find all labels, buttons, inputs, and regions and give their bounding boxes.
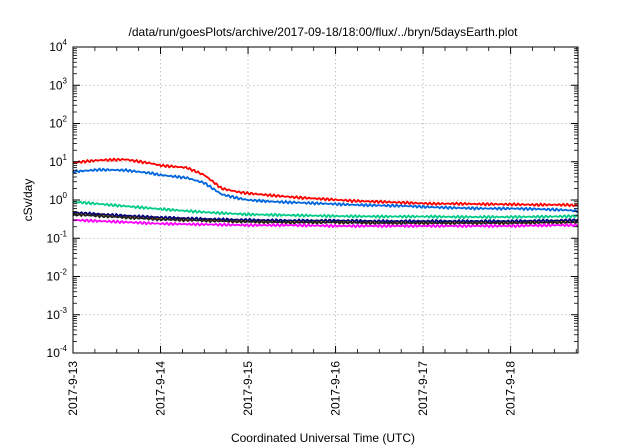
y-tick-base: 10 (49, 117, 63, 131)
y-tick-exponent: 1 (63, 153, 68, 162)
y-tick-label: 104 (49, 38, 67, 54)
y-tick-base: 10 (47, 346, 61, 360)
y-tick-label: 100 (49, 191, 67, 207)
y-tick-base: 10 (47, 308, 61, 322)
y-tick-exponent: 2 (63, 115, 68, 124)
y-tick-exponent: -4 (60, 344, 68, 353)
x-tick-label: 2017-9-13 (66, 361, 80, 416)
y-tick-label: 10-1 (47, 229, 68, 245)
y-tick-exponent: 4 (63, 38, 68, 47)
y-tick-exponent: -1 (60, 229, 68, 238)
y-tick-label: 10-4 (47, 344, 68, 360)
series-line-7 (72, 218, 579, 229)
y-tick-exponent: 0 (63, 191, 68, 200)
grid (73, 47, 578, 353)
x-tick-label: 2017-9-14 (154, 361, 168, 416)
y-tick-base: 10 (47, 231, 61, 245)
y-tick-label: 102 (49, 115, 67, 131)
y-tick-label: 101 (49, 153, 67, 169)
y-tick-base: 10 (47, 270, 61, 284)
y-tick-exponent: -3 (60, 306, 68, 315)
x-tick-label: 2017-9-16 (329, 361, 343, 416)
series-line-6 (72, 212, 579, 226)
x-tick-label: 2017-9-15 (241, 361, 255, 416)
y-tick-base: 10 (49, 40, 63, 54)
chart-title: /data/run/goesPlots/archive/2017-09-18/1… (129, 25, 519, 39)
series-line-1 (72, 157, 579, 208)
x-axis-ticks: 2017-9-13 2017-9-14 2017-9-15 2017-9-16 2017… (66, 47, 577, 416)
y-axis-label: cSv/day (21, 179, 35, 222)
x-axis-label: Coordinated Universal Time (UTC) (231, 431, 415, 445)
y-tick-label: 10-2 (47, 268, 68, 284)
y-tick-label: 103 (49, 76, 67, 92)
y-tick-exponent: 3 (63, 76, 68, 85)
x-tick-label: 2017-9-18 (504, 361, 518, 416)
y-tick-exponent: -2 (60, 268, 68, 277)
y-tick-base: 10 (49, 78, 63, 92)
series-layer (72, 157, 579, 229)
x-tick-label: 2017-9-17 (416, 361, 430, 416)
y-tick-label: 10-3 (47, 306, 68, 322)
y-tick-base: 10 (49, 155, 63, 169)
series-line-5 (73, 211, 579, 224)
y-tick-base: 10 (49, 193, 63, 207)
series-line-2 (72, 167, 579, 213)
series-line-3 (72, 200, 579, 220)
